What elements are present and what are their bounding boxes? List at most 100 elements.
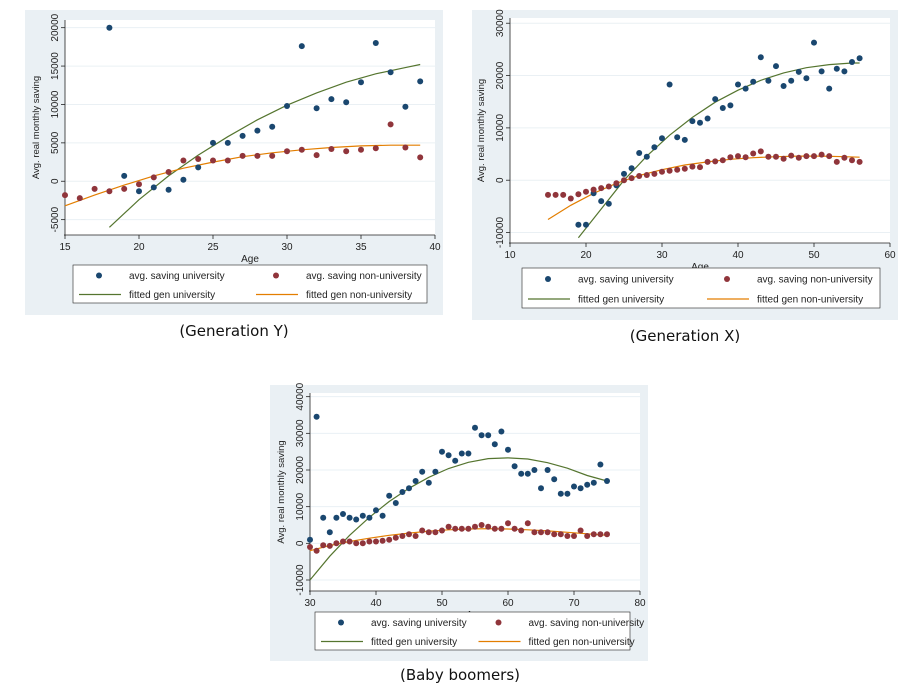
legend-box (72, 264, 428, 304)
data-point-avg-saving-university (841, 68, 848, 75)
data-point-avg-saving-non-university (575, 191, 582, 198)
y-tick-label: -5000 (50, 206, 61, 232)
y-tick-label: 15000 (50, 52, 61, 80)
data-point-avg-saving-non-university (590, 531, 597, 538)
x-tick-label: 60 (502, 598, 514, 609)
data-point-avg-saving-non-university (359, 540, 366, 547)
data-point-avg-saving-university (704, 115, 711, 122)
data-point-avg-saving-university (340, 511, 346, 517)
data-point-avg-saving-university (727, 102, 734, 109)
data-point-avg-saving-non-university (681, 165, 688, 172)
data-point-avg-saving-non-university (674, 166, 681, 173)
data-point-avg-saving-university (795, 68, 802, 75)
data-point-avg-saving-university (432, 468, 439, 475)
data-point-avg-saving-non-university (564, 533, 571, 539)
data-point-avg-saving-non-university (425, 529, 432, 536)
data-point-avg-saving-non-university (518, 527, 525, 534)
data-point-avg-saving-non-university (439, 527, 445, 534)
data-point-avg-saving-non-university (505, 520, 511, 527)
x-tick-label: 30 (304, 598, 316, 609)
x-tick-label: 40 (429, 242, 441, 253)
data-point-avg-saving-non-university (165, 169, 172, 175)
data-point-avg-saving-university (577, 485, 584, 492)
data-point-avg-saving-non-university (313, 547, 320, 554)
data-point-avg-saving-non-university (583, 188, 589, 195)
y-tick-label: 20000 (50, 13, 61, 41)
data-point-avg-saving-university (399, 489, 406, 495)
data-point-avg-saving-non-university (386, 536, 393, 543)
data-point-avg-saving-university (121, 172, 128, 179)
data-point-avg-saving-non-university (150, 174, 157, 181)
x-tick-label: 20 (133, 242, 145, 253)
data-point-avg-saving-non-university (545, 191, 551, 198)
data-point-avg-saving-university (284, 103, 290, 109)
data-point-avg-saving-non-university (419, 527, 426, 534)
legend-marker-avg-saving-university (96, 272, 102, 279)
data-point-avg-saving-non-university (604, 531, 610, 538)
legend-label: avg. saving non-university (529, 618, 645, 629)
data-point-avg-saving-non-university (402, 144, 409, 151)
legend-label: avg. saving university (129, 271, 225, 282)
data-point-avg-saving-non-university (121, 185, 128, 192)
data-point-avg-saving-university (833, 65, 840, 72)
data-point-avg-saving-non-university (417, 154, 424, 161)
data-point-avg-saving-university (386, 492, 393, 499)
data-point-avg-saving-university (406, 485, 412, 492)
data-point-avg-saving-non-university (307, 544, 313, 550)
data-point-avg-saving-non-university (552, 191, 559, 198)
data-point-avg-saving-non-university (613, 180, 620, 187)
x-tick-label: 35 (355, 242, 367, 253)
y-tick-label: 20000 (295, 456, 306, 484)
x-axis-title: Age (691, 262, 709, 273)
data-point-avg-saving-university (818, 68, 825, 75)
data-point-avg-saving-university (379, 512, 386, 519)
legend-label: avg. saving university (578, 275, 674, 286)
data-point-avg-saving-university (485, 432, 492, 439)
data-point-avg-saving-non-university (757, 148, 764, 155)
data-point-avg-saving-university (353, 516, 360, 523)
chart-generation-x: -10000 0 10000 20000 30000 10 20 30 40 50 60 Age Avg… (476, 9, 896, 309)
data-point-avg-saving-university (757, 54, 764, 61)
data-point-avg-saving-non-university (727, 154, 734, 161)
data-point-avg-saving-university (387, 69, 394, 76)
plot-area (510, 18, 890, 243)
data-point-avg-saving-university (419, 468, 426, 475)
data-point-avg-saving-non-university (328, 146, 335, 152)
data-point-avg-saving-university (666, 81, 673, 88)
legend-label: avg. saving non-university (306, 271, 422, 282)
data-point-avg-saving-non-university (584, 533, 591, 539)
data-point-avg-saving-university (604, 478, 610, 484)
data-point-avg-saving-non-university (643, 172, 650, 178)
data-point-avg-saving-university (597, 461, 604, 468)
data-point-avg-saving-non-university (605, 183, 612, 190)
series-line-fitted-gen-non-university (309, 528, 608, 552)
data-point-avg-saving-non-university (818, 151, 825, 158)
y-tick-label: 30000 (295, 419, 306, 447)
x-tick-label: 40 (370, 598, 382, 609)
data-point-avg-saving-university (392, 500, 399, 506)
data-point-avg-saving-university (445, 452, 452, 459)
data-point-avg-saving-university (224, 139, 231, 146)
data-point-avg-saving-university (518, 470, 525, 477)
legend-label: fitted gen non-university (757, 295, 863, 306)
data-point-avg-saving-university (326, 529, 333, 536)
data-point-avg-saving-non-university (742, 154, 749, 161)
data-point-avg-saving-university (590, 479, 597, 486)
data-point-avg-saving-non-university (544, 529, 551, 536)
data-point-avg-saving-university (458, 450, 465, 457)
data-point-avg-saving-non-university (712, 158, 719, 165)
data-point-avg-saving-non-university (472, 523, 478, 530)
data-point-avg-saving-university (712, 96, 719, 103)
data-point-avg-saving-non-university (621, 177, 627, 184)
data-point-avg-saving-university (358, 79, 364, 86)
data-point-avg-saving-university (773, 63, 779, 70)
data-point-avg-saving-university (373, 507, 379, 514)
data-point-avg-saving-university (571, 483, 577, 490)
data-point-avg-saving-non-university (180, 157, 187, 164)
data-point-avg-saving-university (452, 457, 459, 464)
data-point-avg-saving-non-university (358, 146, 364, 153)
legend-marker-avg-saving-non-university (495, 619, 502, 626)
caption-baby-boomers: (Baby boomers) (399, 666, 521, 684)
data-point-avg-saving-non-university (811, 153, 817, 160)
data-point-avg-saving-non-university (567, 195, 574, 202)
